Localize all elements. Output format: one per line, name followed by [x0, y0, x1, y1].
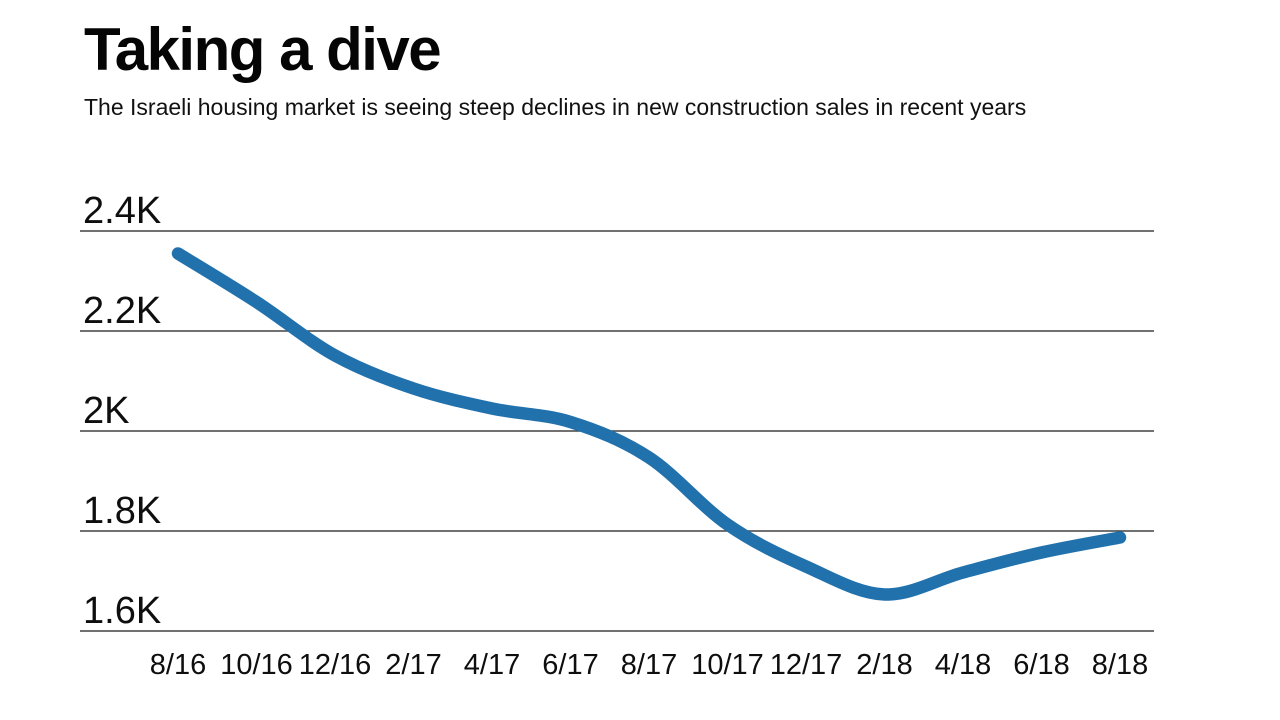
x-tick-label: 8/17: [621, 649, 677, 681]
x-tick-label: 4/17: [464, 649, 520, 681]
chart-subtitle: The Israeli housing market is seeing ste…: [84, 94, 1027, 120]
x-tick-label: 12/17: [770, 649, 843, 681]
y-tick-label: 2.2K: [83, 290, 161, 332]
x-tick-label: 2/18: [856, 649, 912, 681]
chart-title: Taking a dive: [84, 16, 442, 83]
x-tick-label: 8/16: [150, 649, 206, 681]
x-tick-label: 6/18: [1013, 649, 1069, 681]
y-tick-label: 1.6K: [83, 590, 161, 632]
x-tick-label: 10/16: [220, 649, 293, 681]
x-tick-label: 8/18: [1092, 649, 1148, 681]
y-tick-label: 1.8K: [83, 490, 161, 532]
x-tick-label: 4/18: [935, 649, 991, 681]
y-tick-label: 2K: [83, 390, 129, 432]
x-tick-label: 12/16: [299, 649, 372, 681]
x-tick-label: 6/17: [542, 649, 598, 681]
chart-header: Taking a dive The Israeli housing market…: [84, 20, 1220, 122]
y-tick-label: 2.4K: [83, 190, 161, 232]
x-tick-label: 2/17: [385, 649, 441, 681]
data-line-new-construction-sales: [171, 247, 1127, 601]
x-tick-label: 10/17: [691, 649, 764, 681]
